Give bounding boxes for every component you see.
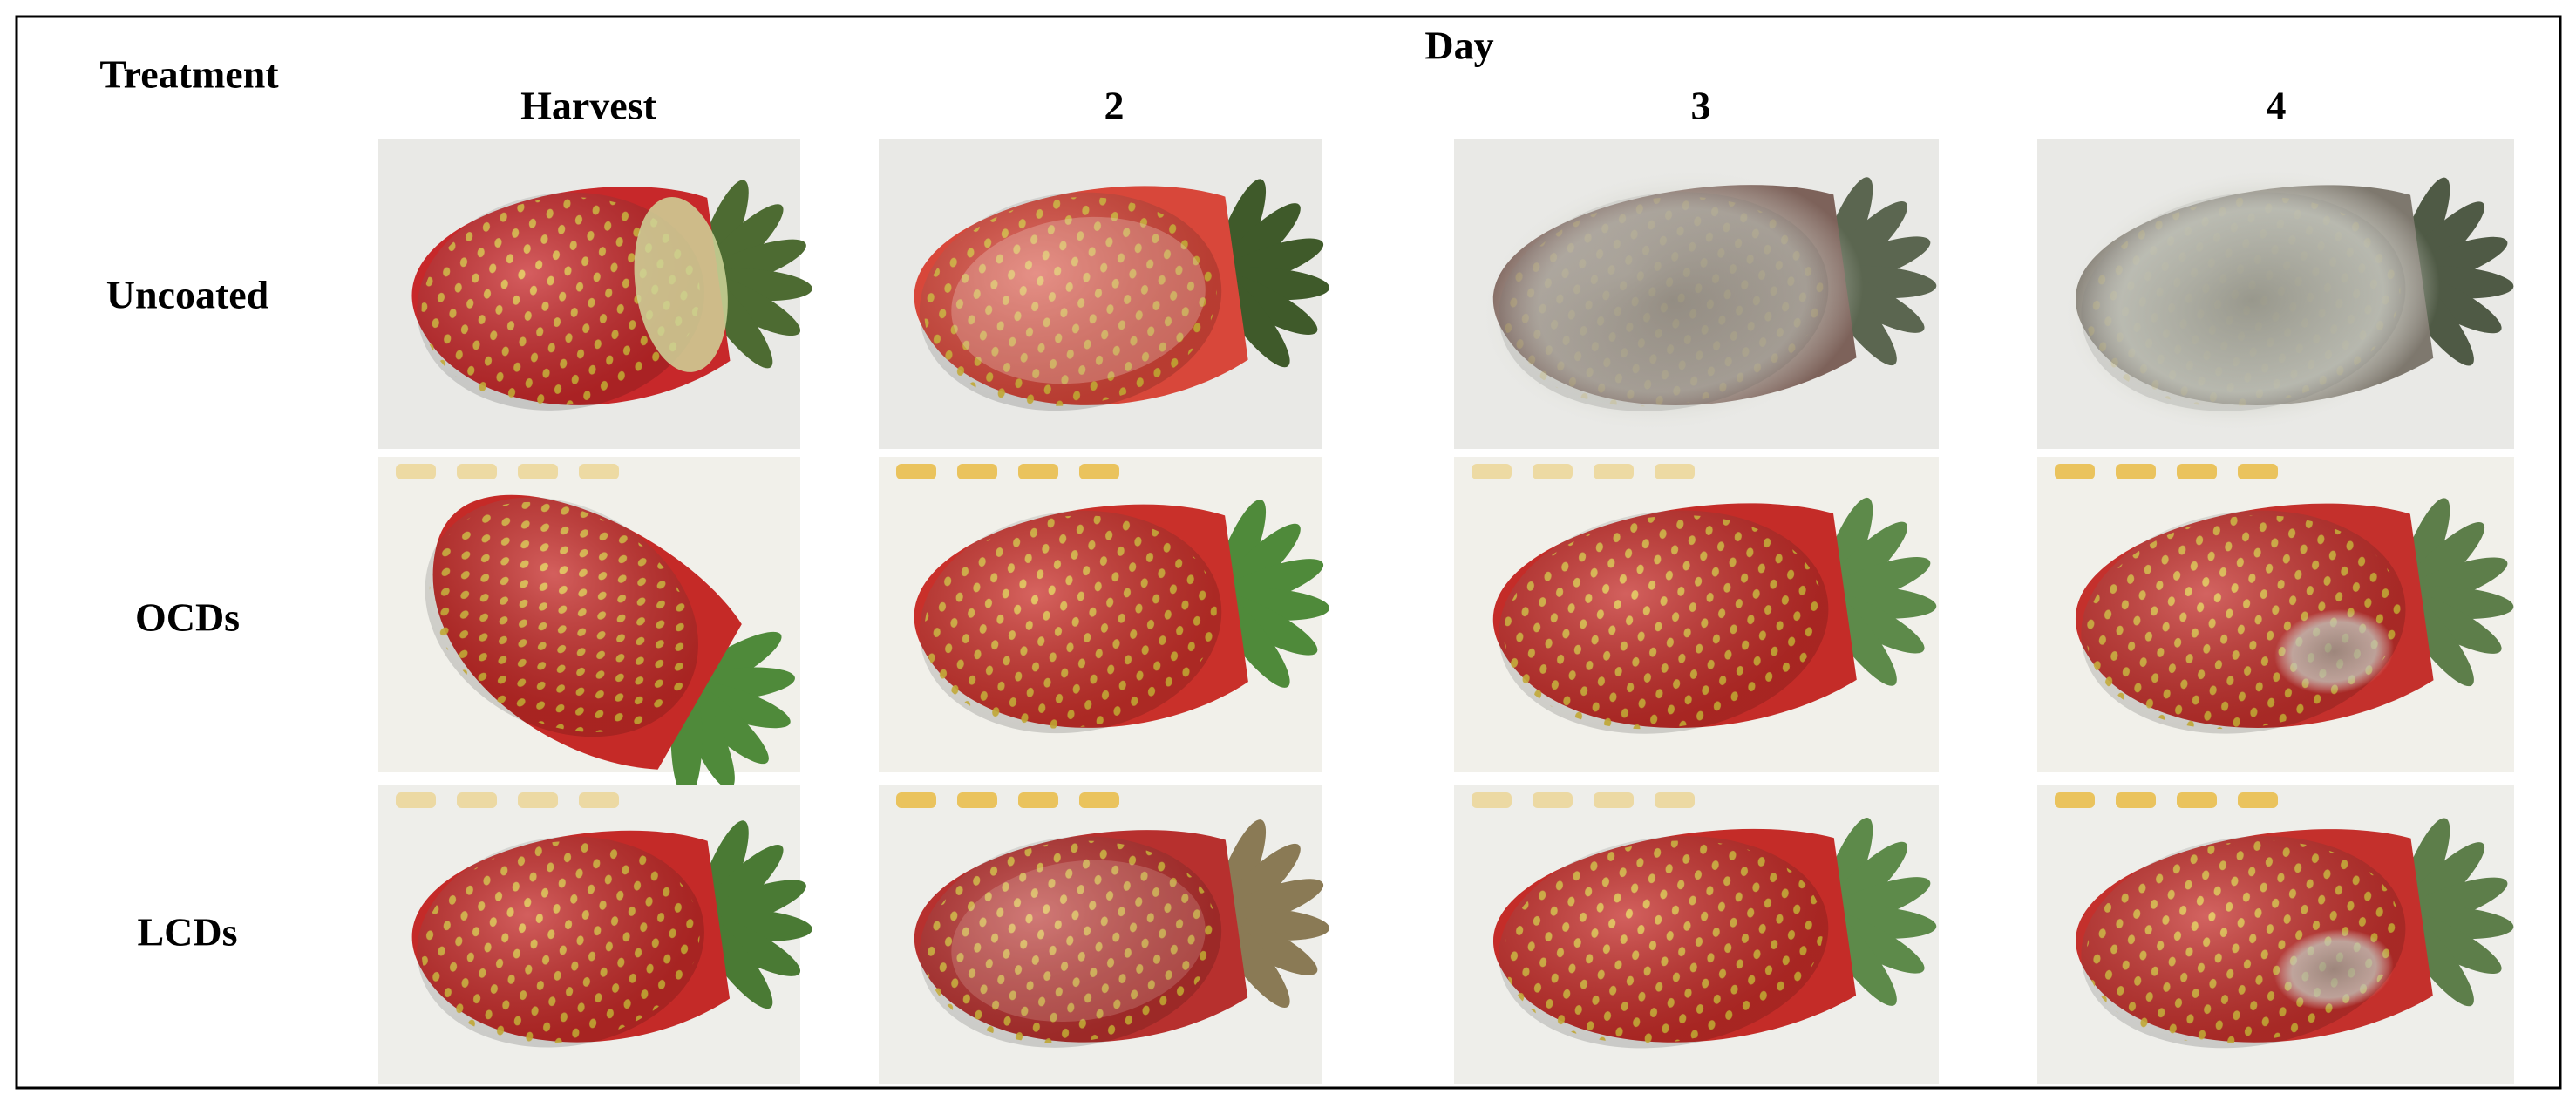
bloom — [951, 216, 1206, 384]
mold-patch — [2274, 929, 2394, 1010]
tray-slot — [1533, 792, 1573, 808]
photo-grid — [378, 139, 2514, 1084]
strawberry — [411, 180, 812, 411]
tray-slot — [2055, 792, 2095, 808]
berry-shading — [417, 836, 704, 1048]
tray-slot — [457, 792, 497, 808]
column-group-title: Day — [1424, 24, 1493, 68]
tray-slot — [1533, 464, 1573, 479]
photo — [2037, 785, 2514, 1084]
berry-shading — [919, 510, 1222, 734]
tray-slot — [1472, 792, 1512, 808]
tray-slot — [1472, 464, 1512, 479]
berry-shading — [1499, 510, 1829, 734]
photo — [879, 139, 1330, 449]
column-header: 4 — [2267, 84, 2287, 128]
strawberry — [914, 179, 1330, 411]
bloom — [951, 860, 1206, 1022]
mold-patch — [2274, 608, 2395, 695]
row-label: Uncoated — [106, 273, 269, 317]
photo — [1454, 785, 1939, 1084]
tray-slot — [457, 464, 497, 479]
strawberry — [2076, 498, 2514, 734]
tray-slot — [1655, 792, 1695, 808]
tray-slot — [896, 464, 936, 479]
strawberry — [2063, 169, 2514, 432]
photo — [378, 139, 812, 449]
photo — [1454, 457, 1939, 772]
tray-slot — [957, 792, 997, 808]
tray-slot — [1655, 464, 1695, 479]
row-label: LCDs — [137, 910, 237, 955]
tray-slot — [518, 464, 558, 479]
column-header: 3 — [1691, 84, 1711, 128]
berry-shading — [425, 497, 698, 737]
unripe-shoulder — [634, 196, 728, 372]
berry-shading — [1499, 836, 1829, 1049]
photo — [2037, 139, 2514, 449]
tray-slot — [2238, 464, 2278, 479]
tray-slot — [1018, 464, 1058, 479]
strawberry — [425, 494, 795, 799]
tray-slot — [2116, 792, 2156, 808]
tray-slot — [1079, 464, 1119, 479]
tray-slot — [896, 792, 936, 808]
photo — [879, 457, 1330, 772]
strawberry — [2076, 818, 2514, 1049]
tray-slot — [2238, 792, 2278, 808]
row-title: Treatment — [99, 52, 279, 97]
mold — [2063, 169, 2440, 432]
strawberry — [914, 500, 1330, 734]
berry-shading — [417, 192, 704, 411]
tray-slot — [1594, 464, 1634, 479]
tray-slot — [579, 464, 619, 479]
tray-slot — [957, 464, 997, 479]
tray-slot — [1079, 792, 1119, 808]
photo — [378, 457, 800, 799]
tray-slot — [2177, 792, 2217, 808]
tray-slot — [2177, 464, 2217, 479]
berry-shading — [919, 192, 1222, 411]
photo — [2037, 457, 2514, 772]
strawberry — [1492, 497, 1937, 734]
tray-slot — [2116, 464, 2156, 479]
strawberry — [1481, 169, 1937, 432]
tray-slot — [396, 792, 436, 808]
tray-slot — [579, 792, 619, 808]
column-header: 2 — [1104, 84, 1125, 128]
mold — [1481, 169, 1864, 432]
photo — [1454, 139, 1939, 449]
tray-slot — [1594, 792, 1634, 808]
row-label: OCDs — [135, 595, 240, 640]
tray-slot — [1018, 792, 1058, 808]
photo — [378, 785, 812, 1084]
strawberry — [1492, 818, 1937, 1049]
figure-border — [15, 15, 2562, 1090]
tray-slot — [2055, 464, 2095, 479]
photo — [879, 785, 1330, 1084]
tray-slot — [518, 792, 558, 808]
berry-shading — [919, 836, 1222, 1048]
strawberry — [914, 819, 1330, 1048]
tray-slot — [396, 464, 436, 479]
column-header: Harvest — [520, 84, 657, 128]
strawberry — [411, 820, 812, 1048]
